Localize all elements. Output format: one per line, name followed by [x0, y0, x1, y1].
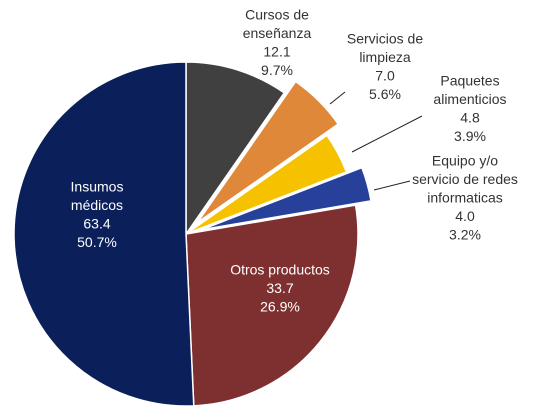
category-label: informaticas — [427, 190, 502, 206]
percent-label: 9.7% — [261, 62, 293, 78]
category-label: Equipo y/o — [432, 153, 498, 169]
value-label: 4.0 — [455, 208, 475, 224]
percent-label: 5.6% — [369, 86, 401, 102]
category-label: Paquetes — [440, 73, 499, 89]
leader-line — [351, 115, 423, 153]
pie — [13, 61, 372, 407]
percent-label: 26.9% — [260, 299, 300, 315]
category-label: Insumos — [71, 179, 124, 195]
value-label: 4.8 — [460, 110, 480, 126]
category-label: alimenticios — [433, 91, 506, 107]
leader-line — [373, 180, 411, 191]
category-label: Cursos de — [245, 7, 309, 23]
percent-label: 3.2% — [449, 227, 481, 243]
value-label: 63.4 — [83, 216, 110, 232]
value-label: 7.0 — [375, 68, 395, 84]
slice — [185, 61, 286, 237]
category-label: médicos — [71, 197, 123, 213]
category-label: Servicios de — [347, 31, 423, 47]
slice — [196, 80, 340, 224]
category-label: enseñanza — [243, 25, 312, 41]
value-label: 12.1 — [263, 44, 290, 60]
slice — [185, 134, 348, 235]
percent-label: 50.7% — [77, 234, 117, 250]
leader-line — [329, 91, 346, 105]
slice — [13, 61, 195, 407]
percent-label: 3.9% — [454, 128, 486, 144]
category-label: servicio de redes — [412, 171, 518, 187]
value-label: 33.7 — [266, 280, 293, 296]
category-label: Otros productos — [230, 262, 330, 278]
slice — [185, 204, 359, 407]
labels: Cursos de enseñanza 12.1 9.7% Servicios de li… — [71, 7, 518, 315]
slice — [201, 166, 372, 231]
category-label: limpieza — [359, 49, 411, 65]
